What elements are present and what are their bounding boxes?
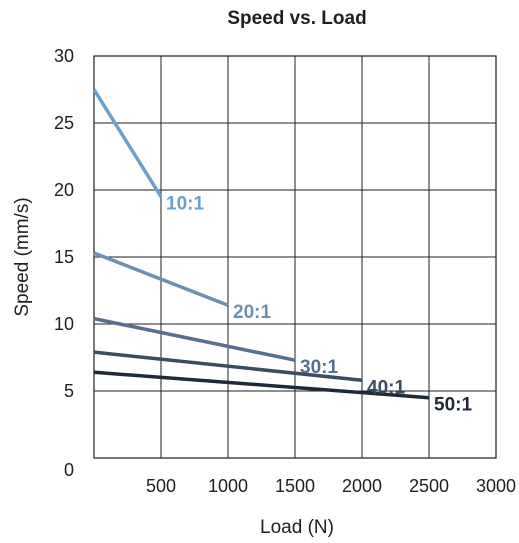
y-tick-label: 0	[64, 460, 74, 480]
series-line-30-1	[93, 316, 296, 362]
tick-labels: 500 1000 1500 2000 2500 3000 0 5 10 15 20 25 30	[54, 46, 516, 496]
x-tick-label: 3000	[476, 476, 516, 496]
y-tick-label: 10	[54, 314, 74, 334]
series-line-40-1	[93, 350, 363, 383]
x-tick-label: 2000	[342, 476, 382, 496]
series-labels: 10:1 20:1 30:1 40:1 50:1	[166, 194, 472, 416]
chart-title: Speed vs. Load	[227, 8, 366, 29]
series-line-20-1	[93, 251, 229, 307]
series-label-50-1: 50:1	[434, 395, 472, 416]
y-axis-label: Speed (mm/s)	[12, 197, 33, 316]
series-label-20-1: 20:1	[233, 302, 271, 323]
x-tick-label: 1500	[275, 476, 315, 496]
series-line-10-1	[92, 88, 163, 198]
series-line-50-1	[93, 370, 430, 400]
y-tick-label: 30	[54, 46, 74, 66]
y-tick-label: 25	[54, 113, 74, 133]
series-label-10-1: 10:1	[166, 194, 204, 215]
x-tick-label: 500	[146, 476, 176, 496]
y-tick-label: 20	[54, 180, 74, 200]
y-tick-label: 15	[54, 247, 74, 267]
x-tick-label: 2500	[409, 476, 449, 496]
series-group	[92, 88, 430, 400]
plot-frame	[93, 55, 497, 459]
grid	[93, 55, 497, 459]
y-tick-label: 5	[64, 381, 74, 401]
series-label-40-1: 40:1	[367, 377, 405, 398]
x-axis-label: Load (N)	[260, 517, 334, 538]
x-tick-label: 1000	[208, 476, 248, 496]
series-label-30-1: 30:1	[300, 357, 338, 378]
